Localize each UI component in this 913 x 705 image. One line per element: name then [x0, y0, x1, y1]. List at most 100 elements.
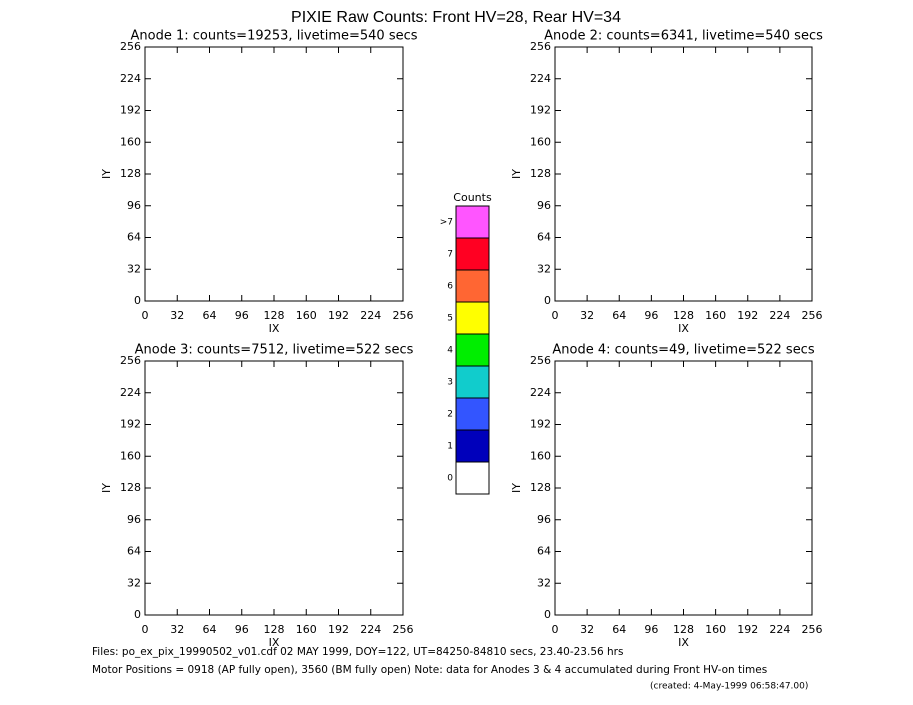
colorbar-swatch: [455, 333, 490, 367]
plot-frame: [554, 46, 813, 302]
x-axis-label: IX: [678, 322, 689, 335]
y-tick-label: 32: [127, 262, 141, 275]
y-tick-label: 160: [530, 449, 551, 462]
plot-frame: [144, 46, 404, 302]
colorbar-swatch: [455, 365, 490, 399]
x-tick-label: 96: [644, 309, 658, 322]
y-tick-label: 64: [537, 545, 551, 558]
y-axis-label: IY: [100, 483, 113, 493]
x-tick-label: 224: [769, 309, 790, 322]
panel-title: Anode 3: counts=7512, livetime=522 secs: [135, 343, 414, 358]
x-tick-label: 128: [264, 623, 285, 636]
y-tick-label: 96: [537, 199, 551, 212]
plot-frame: [554, 360, 813, 616]
x-tick-label: 64: [612, 623, 626, 636]
y-tick-label: 96: [537, 513, 551, 526]
colorbar-title: Counts: [453, 191, 492, 204]
colorbar-swatch: [455, 461, 490, 495]
page-title: PIXIE Raw Counts: Front HV=28, Rear HV=3…: [291, 9, 621, 26]
y-tick-label: 256: [530, 40, 551, 53]
y-tick-label: 128: [120, 481, 141, 494]
y-tick-label: 96: [127, 513, 141, 526]
y-tick-label: 256: [120, 354, 141, 367]
x-tick-label: 128: [264, 309, 285, 322]
y-tick-label: 64: [537, 231, 551, 244]
y-tick-label: 192: [530, 418, 551, 431]
colorbar-label: 5: [447, 314, 453, 324]
y-axis-label: IY: [100, 169, 113, 179]
y-tick-label: 128: [530, 167, 551, 180]
y-tick-label: 192: [120, 104, 141, 117]
x-tick-label: 0: [142, 309, 149, 322]
y-tick-label: 0: [544, 294, 551, 307]
colorbar-label: 2: [447, 410, 453, 420]
x-tick-label: 160: [296, 309, 317, 322]
x-tick-label: 256: [802, 309, 823, 322]
y-tick-label: 224: [120, 72, 141, 85]
y-tick-label: 192: [530, 104, 551, 117]
x-tick-label: 256: [393, 623, 414, 636]
y-tick-label: 96: [127, 199, 141, 212]
x-tick-label: 32: [170, 623, 184, 636]
colorbar-label: 0: [447, 474, 453, 484]
colorbar-swatch: [455, 397, 490, 431]
y-tick-label: 32: [537, 262, 551, 275]
x-tick-label: 0: [142, 623, 149, 636]
colorbar-swatch: [455, 429, 490, 463]
colorbar-swatch: [455, 269, 490, 303]
y-tick-label: 224: [530, 72, 551, 85]
x-tick-label: 96: [235, 623, 249, 636]
y-tick-label: 192: [120, 418, 141, 431]
y-tick-label: 224: [530, 386, 551, 399]
y-axis-label: IY: [510, 483, 523, 493]
colorbar-swatch: [455, 237, 490, 271]
panel-title: Anode 1: counts=19253, livetime=540 secs: [130, 29, 417, 44]
x-tick-label: 160: [296, 623, 317, 636]
x-tick-label: 64: [203, 309, 217, 322]
x-tick-label: 96: [235, 309, 249, 322]
colorbar-label: 1: [447, 442, 453, 452]
colorbar-label: 7: [447, 250, 453, 260]
y-tick-label: 160: [120, 449, 141, 462]
y-tick-label: 0: [134, 608, 141, 621]
y-tick-label: 0: [134, 294, 141, 307]
x-tick-label: 128: [673, 623, 694, 636]
x-tick-label: 160: [705, 623, 726, 636]
footer-created: (created: 4-May-1999 06:58:47.00): [650, 682, 808, 692]
y-axis-label: IY: [510, 169, 523, 179]
y-tick-label: 128: [120, 167, 141, 180]
x-tick-label: 160: [705, 309, 726, 322]
colorbar-label: 4: [447, 346, 453, 356]
x-tick-label: 192: [328, 623, 349, 636]
x-tick-label: 128: [673, 309, 694, 322]
y-tick-label: 0: [544, 608, 551, 621]
colorbar-swatch: [455, 301, 490, 335]
x-axis-label: IX: [678, 636, 689, 649]
x-tick-label: 64: [612, 309, 626, 322]
footer-files: Files: po_ex_pix_19990502_v01.cdf 02 MAY…: [92, 646, 623, 658]
y-tick-label: 64: [127, 231, 141, 244]
y-tick-label: 32: [537, 576, 551, 589]
colorbar-label: >7: [440, 218, 453, 228]
panel-title: Anode 2: counts=6341, livetime=540 secs: [544, 29, 823, 44]
colorbar-label: 6: [447, 282, 453, 292]
x-tick-label: 224: [769, 623, 790, 636]
x-tick-label: 192: [328, 309, 349, 322]
y-tick-label: 64: [127, 545, 141, 558]
x-axis-label: IX: [269, 322, 280, 335]
y-tick-label: 160: [120, 135, 141, 148]
x-tick-label: 256: [393, 309, 414, 322]
x-tick-label: 32: [170, 309, 184, 322]
colorbar-swatch: [455, 205, 490, 239]
x-tick-label: 32: [580, 623, 594, 636]
x-tick-label: 224: [360, 309, 381, 322]
x-tick-label: 0: [552, 623, 559, 636]
panel-title: Anode 4: counts=49, livetime=522 secs: [552, 343, 814, 358]
x-tick-label: 224: [360, 623, 381, 636]
plot-frame: [144, 360, 404, 616]
x-tick-label: 32: [580, 309, 594, 322]
x-tick-label: 96: [644, 623, 658, 636]
y-tick-label: 224: [120, 386, 141, 399]
colorbar-label: 3: [447, 378, 453, 388]
